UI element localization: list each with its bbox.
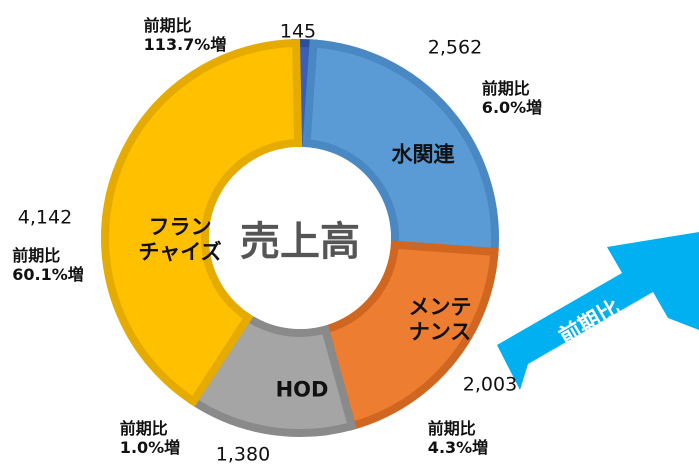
donut-hole	[209, 147, 391, 329]
growth-label: 前期比 113.7%増	[143, 15, 227, 54]
growth-label: 前期比 1.0%増	[119, 418, 181, 457]
value-label: 145	[279, 20, 317, 43]
growth-label: 前期比 4.3%増	[427, 418, 489, 457]
growth-label: 前期比 60.1%増	[12, 245, 84, 284]
value-label: 2,562	[427, 36, 483, 59]
donut-segment	[101, 38, 303, 407]
donut-segment	[320, 240, 499, 431]
segment-label: 水関連	[391, 142, 455, 167]
value-label: 2,003	[462, 373, 518, 396]
growth-arrow	[497, 232, 699, 390]
donut-segment	[302, 39, 499, 257]
value-label: 1,380	[215, 443, 271, 466]
center-label: 売上高	[240, 219, 360, 265]
value-label: 4,142	[17, 206, 73, 229]
growth-label: 前期比 6.0%増	[481, 78, 543, 117]
segment-label: フラン チャイズ	[138, 214, 222, 264]
segment-label: メンテ ナンス	[408, 294, 472, 344]
segment-label: HOD	[275, 377, 329, 402]
